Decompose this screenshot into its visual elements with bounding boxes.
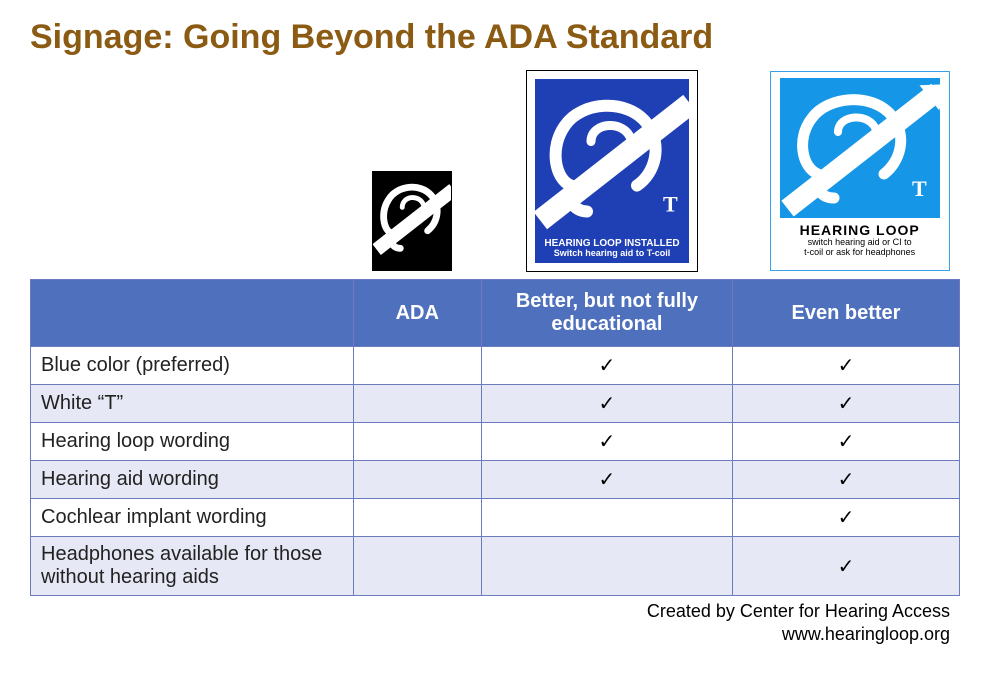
table-row: Blue color (preferred) ✓ ✓ (31, 347, 960, 385)
cell-best: ✓ (732, 385, 959, 423)
cell-better: ✓ (481, 347, 732, 385)
sign-better-line2: Switch hearing aid to T-coil (535, 249, 689, 259)
check-icon: ✓ (838, 393, 855, 415)
cell-best: ✓ (732, 423, 959, 461)
sign-better-caption: HEARING LOOP INSTALLED Switch hearing ai… (535, 238, 689, 263)
table-row: Headphones available for those without h… (31, 537, 960, 596)
col-ada: ADA (353, 280, 481, 347)
row-label: Headphones available for those without h… (31, 537, 354, 596)
sign-best-caption: HEARING LOOP switch hearing aid or CI to… (800, 222, 920, 258)
sign-better: T HEARING LOOP INSTALLED Switch hearing … (527, 71, 697, 271)
check-icon: ✓ (599, 355, 616, 377)
col-blank (31, 280, 354, 347)
cell-best: ✓ (732, 347, 959, 385)
svg-text:T: T (912, 176, 927, 201)
cell-better (481, 499, 732, 537)
ear-icon (373, 172, 451, 270)
table-row: Cochlear implant wording ✓ (31, 499, 960, 537)
credit: Created by Center for Hearing Access www… (30, 600, 960, 647)
row-label: Hearing aid wording (31, 461, 354, 499)
table-header-row: ADA Better, but not fully educational Ev… (31, 280, 960, 347)
row-label: Cochlear implant wording (31, 499, 354, 537)
page: Signage: Going Beyond the ADA Standard (0, 0, 990, 683)
cell-ada (353, 461, 481, 499)
credit-line2: www.hearingloop.org (30, 623, 950, 646)
cell-ada (353, 423, 481, 461)
table-row: Hearing loop wording ✓ ✓ (31, 423, 960, 461)
check-icon: ✓ (838, 507, 855, 529)
sign-best-line3: t-coil or ask for headphones (800, 248, 920, 258)
cell-ada (353, 347, 481, 385)
sign-best-slot: T HEARING LOOP switch hearing aid or CI … (759, 71, 960, 271)
cell-better: ✓ (481, 423, 732, 461)
check-icon: ✓ (838, 355, 855, 377)
table-row: Hearing aid wording ✓ ✓ (31, 461, 960, 499)
cell-best: ✓ (732, 537, 959, 596)
table-body: Blue color (preferred)✓✓White “T”✓✓Heari… (31, 347, 960, 596)
col-better: Better, but not fully educational (481, 280, 732, 347)
page-title: Signage: Going Beyond the ADA Standard (30, 18, 960, 57)
check-icon: ✓ (838, 431, 855, 453)
row-label: White “T” (31, 385, 354, 423)
row-label: Blue color (preferred) (31, 347, 354, 385)
signs-row: T HEARING LOOP INSTALLED Switch hearing … (360, 61, 960, 271)
sign-better-slot: T HEARING LOOP INSTALLED Switch hearing … (525, 71, 700, 271)
cell-better: ✓ (481, 461, 732, 499)
cell-better (481, 537, 732, 596)
cell-ada (353, 537, 481, 596)
sign-best: T HEARING LOOP switch hearing aid or CI … (770, 71, 950, 271)
check-icon: ✓ (599, 469, 616, 491)
cell-better: ✓ (481, 385, 732, 423)
check-icon: ✓ (599, 431, 616, 453)
check-icon: ✓ (599, 393, 616, 415)
sign-ada-slot (360, 171, 465, 271)
credit-line1: Created by Center for Hearing Access (30, 600, 950, 623)
check-icon: ✓ (838, 469, 855, 491)
cell-ada (353, 385, 481, 423)
sign-best-line1: HEARING LOOP (800, 222, 920, 238)
table-row: White “T” ✓ ✓ (31, 385, 960, 423)
col-best: Even better (732, 280, 959, 347)
comparison-table: ADA Better, but not fully educational Ev… (30, 279, 960, 596)
row-label: Hearing loop wording (31, 423, 354, 461)
ear-icon: T (535, 79, 689, 238)
check-icon: ✓ (838, 556, 855, 578)
cell-ada (353, 499, 481, 537)
sign-ada (372, 171, 452, 271)
ear-icon: T (780, 78, 940, 218)
cell-best: ✓ (732, 461, 959, 499)
svg-text:T: T (663, 192, 678, 217)
cell-best: ✓ (732, 499, 959, 537)
